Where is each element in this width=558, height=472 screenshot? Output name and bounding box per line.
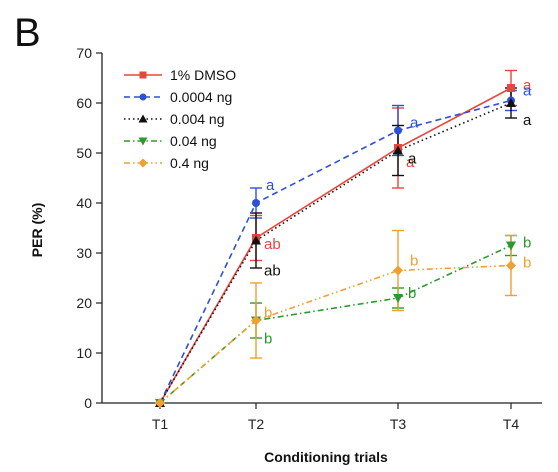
legend-label: 0.04 ng: [170, 133, 217, 149]
y-tick-label: 20: [76, 295, 92, 311]
significance-letter: a: [523, 112, 532, 129]
significance-letter: a: [523, 83, 532, 100]
marker-diamond: [506, 260, 516, 271]
y-tick-label: 70: [76, 45, 92, 61]
significance-letter: b: [523, 255, 531, 272]
series-line: [159, 244, 512, 404]
significance-letter: a: [408, 151, 417, 168]
y-axis-label: PER (%): [29, 203, 45, 257]
marker-triangle-up: [138, 114, 148, 123]
y-tick-label: 0: [84, 395, 92, 411]
significance-letter: a: [410, 115, 419, 132]
significance-letter: a: [523, 77, 532, 94]
marker-circle: [139, 93, 147, 101]
x-tick-label: T3: [390, 416, 407, 432]
significance-letter: b: [264, 331, 272, 348]
marker-triangle-down: [506, 241, 516, 251]
marker-triangle-down: [138, 137, 148, 146]
significance-letter: b: [410, 253, 418, 270]
marker-triangle-down: [393, 294, 403, 303]
marker-square: [139, 71, 147, 79]
y-tick-label: 10: [76, 345, 92, 361]
marker-triangle-up: [393, 145, 403, 155]
y-tick-label: 30: [76, 245, 92, 261]
significance-letter: ab: [264, 236, 281, 253]
series-markers: [155, 84, 516, 408]
marker-diamond: [138, 158, 148, 168]
x-axis-label: Conditioning trials: [264, 449, 388, 465]
marker-square: [507, 84, 515, 92]
significance-letter: a: [406, 154, 415, 171]
marker-triangle-up: [506, 98, 516, 107]
y-tick-label: 60: [76, 95, 92, 111]
error-bars: [250, 69, 517, 359]
legend-label: 0.4 ng: [170, 155, 209, 171]
marker-circle: [394, 126, 402, 135]
marker-diamond: [393, 265, 403, 276]
significance-letter: a: [266, 177, 275, 194]
significance-letter: b: [264, 305, 272, 322]
legend-label: 0.0004 ng: [170, 89, 232, 105]
legend: 1% DMSO 0.0004 ng 0.004 ng 0.04 ng 0.4 ng: [124, 67, 236, 171]
x-tick-label: T4: [503, 416, 520, 432]
significance-letter: b: [523, 235, 531, 252]
marker-diamond: [251, 315, 261, 326]
marker-triangle-up: [251, 235, 261, 245]
legend-label: 0.004 ng: [170, 111, 225, 127]
panel-label: B: [14, 11, 41, 55]
series-line: [159, 264, 512, 404]
x-tick-label: T1: [152, 416, 169, 432]
y-tick-label: 50: [76, 145, 92, 161]
axes: 0 10 20 30 40 50 60 70 T1 T2 T3 T4: [76, 45, 542, 432]
series-line: [159, 99, 512, 404]
significance-letter: b: [408, 285, 416, 302]
series-lines: [159, 87, 512, 404]
marker-circle: [252, 199, 260, 207]
significance-letter: ab: [264, 263, 281, 280]
x-tick-label: T2: [248, 416, 265, 432]
legend-label: 1% DMSO: [170, 67, 236, 83]
y-tick-label: 40: [76, 195, 92, 211]
marker-diamond: [155, 398, 165, 408]
